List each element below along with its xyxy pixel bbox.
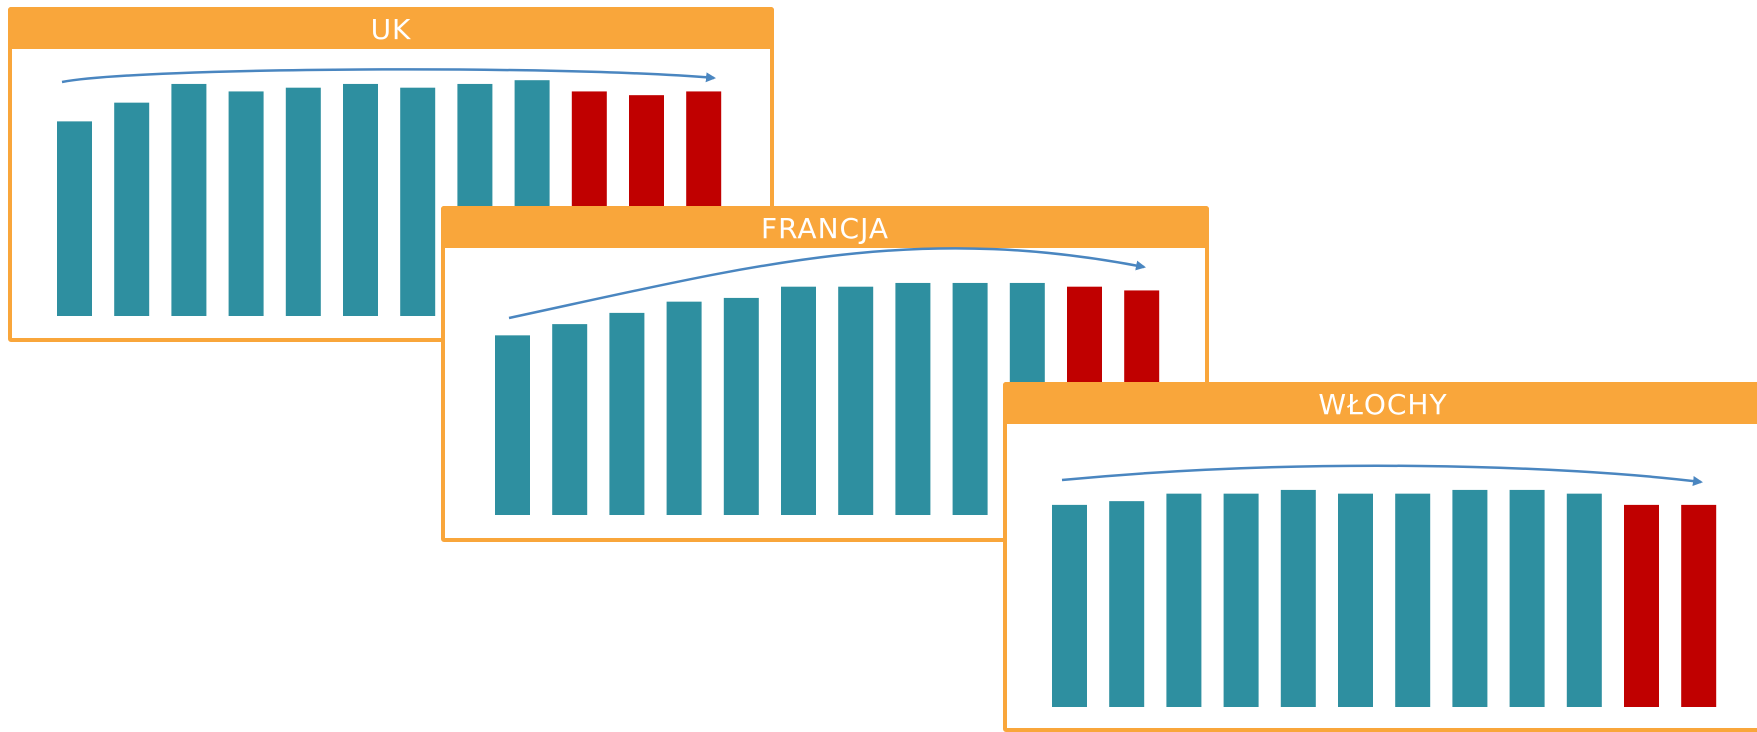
bar: [228, 91, 264, 316]
trend-arrow: [508, 247, 1146, 320]
chart-panel-francja: FRANCJA: [441, 206, 1209, 542]
chart-title: WŁOCHY: [1003, 382, 1757, 424]
bar: [1052, 504, 1087, 707]
bar: [1223, 493, 1259, 707]
bar: [1452, 489, 1488, 707]
bar: [1566, 493, 1602, 707]
bar-highlighted: [1624, 504, 1659, 707]
chart-title: UK: [8, 7, 774, 49]
bar: [609, 312, 645, 515]
bar: [1395, 493, 1431, 707]
bar: [895, 282, 931, 515]
bar: [285, 87, 321, 316]
trend-arrow: [61, 68, 716, 84]
chart-title: FRANCJA: [441, 206, 1209, 248]
bar: [114, 102, 150, 317]
bar-highlighted: [1681, 504, 1717, 707]
bar: [1509, 489, 1545, 707]
bar: [552, 324, 588, 515]
bar: [723, 297, 759, 515]
bar: [400, 87, 436, 316]
chart-panel-wlochy: WŁOCHY: [1003, 382, 1757, 732]
bar: [666, 301, 702, 515]
bar: [1166, 493, 1202, 707]
bar: [495, 335, 530, 515]
bar: [1109, 501, 1145, 707]
bar: [838, 286, 874, 515]
bar: [57, 121, 92, 316]
bar: [781, 286, 816, 515]
bar: [1338, 493, 1373, 707]
trend-arrow: [1061, 464, 1703, 486]
bar: [952, 282, 988, 515]
bar: [343, 83, 378, 316]
bar-chart-uk: [57, 68, 722, 317]
bar: [171, 83, 207, 316]
chart-panel-uk: UK: [8, 7, 774, 342]
bar: [1280, 489, 1316, 707]
bar-chart-wlochy: [1052, 464, 1717, 707]
